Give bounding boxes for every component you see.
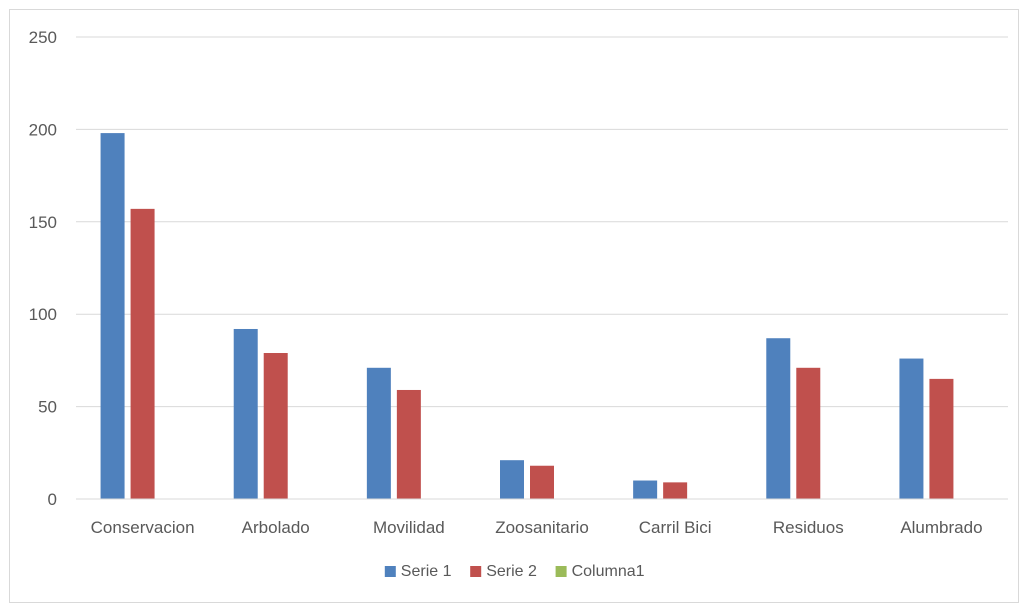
legend-label: Serie 2	[486, 563, 537, 580]
x-tick-label: Zoosanitario	[495, 518, 589, 537]
y-tick-label: 150	[29, 213, 57, 232]
y-tick-label: 50	[38, 398, 57, 417]
y-axis: 0 50 100 150 200 250	[29, 28, 57, 509]
y-tick-label: 0	[48, 490, 57, 509]
x-tick-label: Conservacion	[91, 518, 195, 537]
legend: Serie 1 Serie 2 Columna1	[384, 563, 645, 580]
x-tick-label: Carril Bici	[639, 518, 712, 537]
bar	[396, 389, 421, 499]
x-tick-label: Alumbrado	[900, 518, 982, 537]
bar	[263, 353, 288, 499]
bar	[663, 482, 688, 499]
legend-label: Columna1	[572, 563, 645, 580]
bar	[130, 208, 155, 499]
bar	[100, 133, 125, 499]
bar	[633, 480, 658, 499]
legend-label: Serie 1	[401, 563, 452, 580]
bar	[796, 367, 821, 499]
bar	[366, 367, 391, 499]
bar	[530, 465, 554, 499]
x-tick-label: Movilidad	[373, 518, 445, 537]
legend-swatch	[384, 566, 396, 577]
y-tick-label: 100	[29, 305, 57, 324]
bars	[100, 133, 954, 499]
y-tick-label: 250	[29, 28, 57, 47]
y-tick-label: 200	[29, 120, 57, 139]
legend-swatch	[555, 566, 567, 577]
x-axis: Conservacion Arbolado Movilidad Zoosanitari…	[91, 518, 983, 537]
chart-area	[9, 9, 1019, 603]
x-tick-label: Residuos	[773, 518, 844, 537]
gridlines	[76, 36, 1008, 408]
legend-swatch	[470, 566, 482, 577]
bar	[500, 460, 524, 499]
bar	[766, 338, 791, 499]
x-tick-label: Arbolado	[242, 518, 310, 537]
bar	[233, 328, 258, 499]
bar	[899, 358, 924, 499]
bar	[929, 378, 954, 499]
